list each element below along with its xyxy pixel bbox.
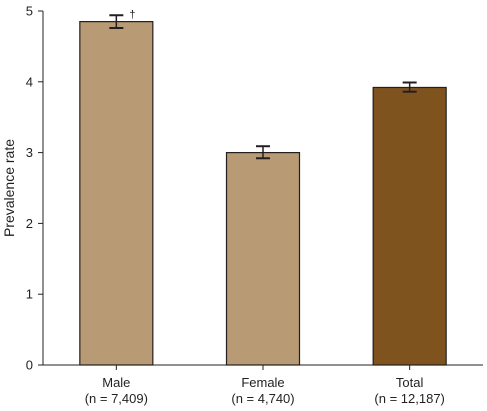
y-tick-label: 5 xyxy=(26,4,33,19)
y-tick-label: 1 xyxy=(26,287,33,302)
x-tick-sublabel: (n = 7,409) xyxy=(85,391,148,406)
bar-female xyxy=(225,152,301,366)
x-tick-label: Total xyxy=(396,375,424,390)
x-tick-label: Female xyxy=(241,375,284,390)
y-tick-label: 4 xyxy=(26,74,33,89)
y-tick-label: 0 xyxy=(26,358,33,373)
x-tick-label: Male xyxy=(102,375,130,390)
bar-annotation: † xyxy=(129,9,135,21)
bar-total xyxy=(372,86,447,366)
plot-area: 0 1 2 3 4 5 † Male(n = 7,409) Female(n = 4,740) T… xyxy=(26,4,483,406)
x-tick-sublabel: (n = 4,740) xyxy=(231,391,294,406)
bar-male xyxy=(79,21,154,366)
y-axis-title: Prevalence rate xyxy=(1,139,17,237)
x-tick-sublabel: (n = 12,187) xyxy=(374,391,444,406)
y-tick-label: 3 xyxy=(26,145,33,160)
y-tick-label: 2 xyxy=(26,216,33,231)
